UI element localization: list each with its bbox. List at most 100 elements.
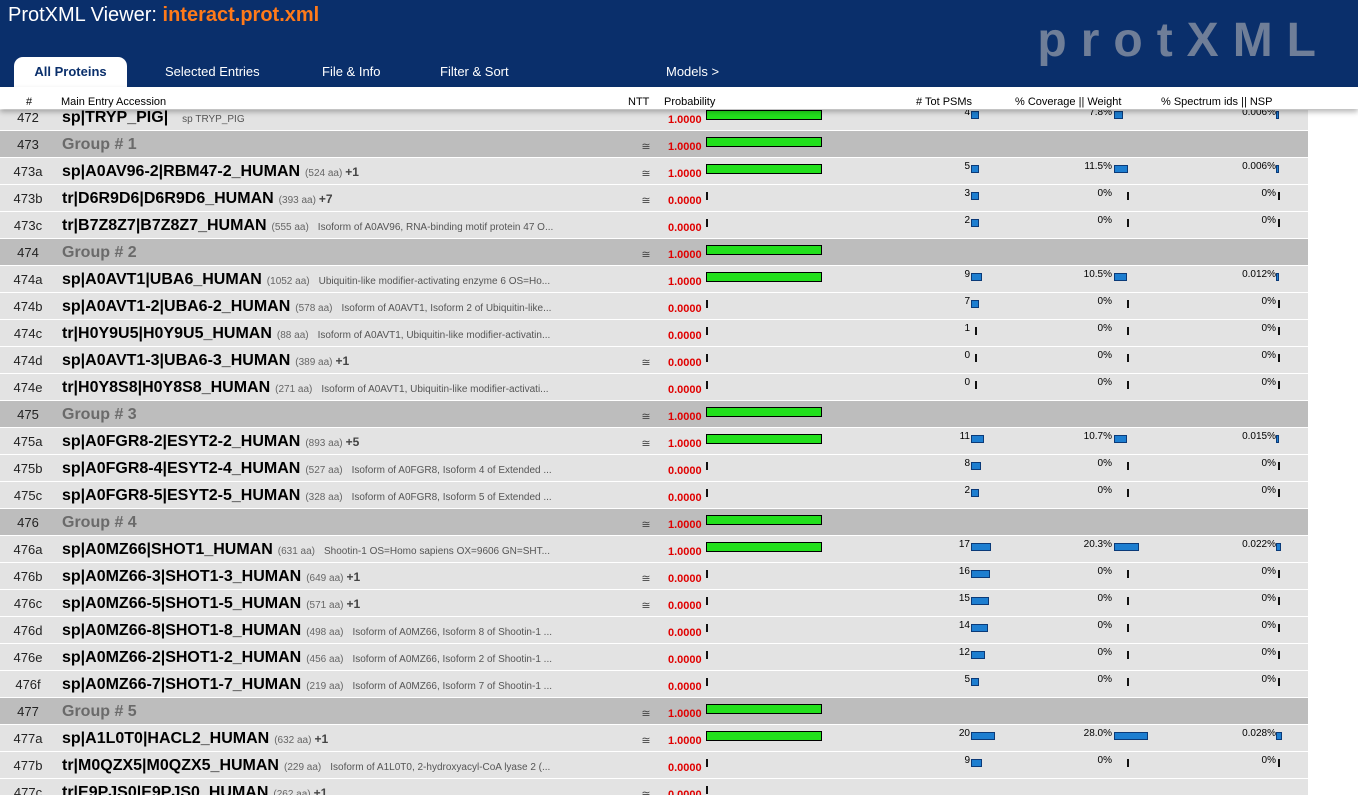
tab-filter-sort[interactable]: Filter & Sort	[440, 64, 509, 79]
protein-row[interactable]: 477c tr|E9PJS0|E9PJS0_HUMAN (262 aa) +1 ≅ …	[0, 778, 1308, 795]
group-row[interactable]: 475 Group # 3 ≅ 1.0000	[0, 400, 1308, 427]
protein-accession-link[interactable]: sp|A0AVT1|UBA6_HUMAN	[62, 271, 262, 288]
col-probability[interactable]: Probability	[664, 96, 716, 108]
spectrum-bar	[1278, 651, 1280, 659]
row-number: 475	[17, 407, 39, 422]
protein-accession-link[interactable]: sp|A0MZ66-8|SHOT1-8_HUMAN	[62, 622, 302, 639]
protein-row[interactable]: 476c sp|A0MZ66-5|SHOT1-5_HUMAN (571 aa) +1…	[0, 589, 1308, 616]
indistinguishable-count[interactable]: +5	[345, 435, 360, 449]
group-row[interactable]: 476 Group # 4 ≅ 1.0000	[0, 508, 1308, 535]
protein-accession-link[interactable]: tr|H0Y8S8|H0Y8S8_HUMAN	[62, 379, 271, 396]
protein-length: (271 aa)	[275, 384, 313, 395]
spectrum-ids-value: 0.006%	[1242, 161, 1276, 172]
tab-file-info[interactable]: File & Info	[322, 64, 381, 79]
protein-accession-link[interactable]: tr|H0Y9U5|H0Y9U5_HUMAN	[62, 325, 272, 342]
psm-bar	[971, 165, 979, 173]
indistinguishable-count[interactable]: +1	[314, 732, 329, 746]
protein-accession-link[interactable]: sp|A0MZ66|SHOT1_HUMAN	[62, 541, 273, 558]
col-accession[interactable]: Main Entry Accession	[61, 96, 167, 108]
protein-accession-link[interactable]: sp|A1L0T0|HACL2_HUMAN	[62, 730, 270, 747]
row-number: 476e	[13, 650, 43, 665]
protein-row[interactable]: 474e tr|H0Y8S8|H0Y8S8_HUMAN (271 aa) Isofo…	[0, 373, 1308, 400]
protein-accession-link[interactable]: sp|A0FGR8-5|ESYT2-5_HUMAN	[62, 487, 301, 504]
protein-row[interactable]: 473a sp|A0AV96-2|RBM47-2_HUMAN (524 aa) +1…	[0, 157, 1308, 184]
indistinguishable-count[interactable]: +1	[335, 354, 350, 368]
tot-psms-value: 1	[964, 323, 970, 334]
spectrum-ids-value: 0%	[1261, 674, 1276, 685]
indistinguishable-count[interactable]: +1	[346, 597, 361, 611]
probability-bar	[706, 515, 822, 525]
protein-length: (389 aa)	[295, 357, 333, 368]
col-tot-psms[interactable]: # Tot PSMs	[916, 96, 973, 108]
protein-row[interactable]: 474a sp|A0AVT1|UBA6_HUMAN (1052 aa) Ubiqui…	[0, 265, 1308, 292]
indistinguishable-count[interactable]: +1	[313, 786, 328, 795]
protein-row[interactable]: 476e sp|A0MZ66-2|SHOT1-2_HUMAN (456 aa) Is…	[0, 643, 1308, 670]
protein-accession-link[interactable]: sp|A0AV96-2|RBM47-2_HUMAN	[62, 163, 301, 180]
protein-row[interactable]: 473c tr|B7Z8Z7|B7Z8Z7_HUMAN (555 aa) Isofo…	[0, 211, 1308, 238]
tot-psms-value: 9	[964, 755, 970, 766]
tot-psms-value: 17	[958, 539, 970, 550]
col-coverage[interactable]: % Coverage || Weight	[1015, 96, 1122, 108]
protein-accession-link[interactable]: sp|TRYP_PIG|	[62, 110, 169, 126]
tab-models[interactable]: Models >	[666, 64, 720, 79]
probability-bar	[706, 137, 822, 147]
ntt-indicator: ≅	[641, 249, 651, 261]
tot-psms-value: 3	[964, 188, 970, 199]
row-number: 473	[17, 137, 39, 152]
row-number: 473a	[13, 164, 43, 179]
col-ntt[interactable]: NTT	[628, 96, 650, 108]
protein-accession-link[interactable]: sp|A0MZ66-7|SHOT1-7_HUMAN	[62, 676, 302, 693]
protein-accession-link[interactable]: tr|E9PJS0|E9PJS0_HUMAN	[62, 784, 269, 795]
protein-accession-link[interactable]: tr|B7Z8Z7|B7Z8Z7_HUMAN	[62, 217, 267, 234]
protein-accession-link[interactable]: sp|A0AVT1-2|UBA6-2_HUMAN	[62, 298, 291, 315]
tot-psms-value: 5	[964, 674, 970, 685]
protein-accession-link[interactable]: sp|A0AVT1-3|UBA6-3_HUMAN	[62, 352, 291, 369]
spectrum-ids-value: 0.028%	[1242, 728, 1276, 739]
col-spectrum-ids[interactable]: % Spectrum ids || NSP	[1161, 96, 1273, 108]
protein-row[interactable]: 475a sp|A0FGR8-2|ESYT2-2_HUMAN (893 aa) +5…	[0, 427, 1308, 454]
protein-row[interactable]: 472 sp|TRYP_PIG| sp TRYP_PIG 1.0000 4 7.8…	[0, 110, 1308, 130]
protein-row[interactable]: 477b tr|M0QZX5|M0QZX5_HUMAN (229 aa) Isofo…	[0, 751, 1308, 778]
protein-row[interactable]: 473b tr|D6R9D6|D6R9D6_HUMAN (393 aa) +7 ≅ …	[0, 184, 1308, 211]
protein-row[interactable]: 475c sp|A0FGR8-5|ESYT2-5_HUMAN (328 aa) Is…	[0, 481, 1308, 508]
tot-psms-value: 8	[964, 458, 970, 469]
spectrum-bar	[1278, 759, 1280, 767]
protein-accession-link[interactable]: sp|A0MZ66-3|SHOT1-3_HUMAN	[62, 568, 302, 585]
psm-bar	[971, 624, 988, 632]
protein-row[interactable]: 474b sp|A0AVT1-2|UBA6-2_HUMAN (578 aa) Iso…	[0, 292, 1308, 319]
psm-bar	[971, 219, 979, 227]
protein-row[interactable]: 474d sp|A0AVT1-3|UBA6-3_HUMAN (389 aa) +1 …	[0, 346, 1308, 373]
protein-accession-link[interactable]: sp|A0FGR8-4|ESYT2-4_HUMAN	[62, 460, 301, 477]
tab-selected-entries[interactable]: Selected Entries	[165, 64, 260, 79]
indistinguishable-count[interactable]: +7	[318, 192, 333, 206]
group-row[interactable]: 474 Group # 2 ≅ 1.0000	[0, 238, 1308, 265]
coverage-bar	[1127, 759, 1129, 767]
probability-value: 0.0000	[668, 573, 702, 585]
protein-row[interactable]: 476d sp|A0MZ66-8|SHOT1-8_HUMAN (498 aa) Is…	[0, 616, 1308, 643]
indistinguishable-count[interactable]: +1	[345, 165, 359, 179]
probability-value: 0.0000	[668, 654, 702, 666]
protein-row[interactable]: 475b sp|A0FGR8-4|ESYT2-4_HUMAN (527 aa) Is…	[0, 454, 1308, 481]
protein-description: Isoform of A0AVT1, Ubiquitin-like modifi…	[321, 384, 549, 395]
protein-row[interactable]: 476a sp|A0MZ66|SHOT1_HUMAN (631 aa) Shooti…	[0, 535, 1308, 562]
probability-value: 1.0000	[668, 411, 702, 423]
coverage-value: 0%	[1097, 458, 1112, 469]
protein-row[interactable]: 476b sp|A0MZ66-3|SHOT1-3_HUMAN (649 aa) +1…	[0, 562, 1308, 589]
protein-accession-link[interactable]: tr|D6R9D6|D6R9D6_HUMAN	[62, 190, 274, 207]
tab-all-proteins[interactable]: All Proteins	[14, 57, 127, 87]
probability-bar	[706, 597, 708, 605]
protein-accession-link[interactable]: sp|A0MZ66-5|SHOT1-5_HUMAN	[62, 595, 302, 612]
col-num[interactable]: #	[26, 96, 33, 108]
protein-accession-link[interactable]: tr|M0QZX5|M0QZX5_HUMAN	[62, 757, 279, 774]
protein-row[interactable]: 477a sp|A1L0T0|HACL2_HUMAN (632 aa) +1 ≅ 1…	[0, 724, 1308, 751]
protein-row[interactable]: 474c tr|H0Y9U5|H0Y9U5_HUMAN (88 aa) Isofor…	[0, 319, 1308, 346]
group-row[interactable]: 477 Group # 5 ≅ 1.0000	[0, 697, 1308, 724]
indistinguishable-count[interactable]: +1	[346, 570, 361, 584]
tot-psms-value: 0	[964, 350, 970, 361]
protein-description: Isoform of A0MZ66, Isoform 7 of Shootin-…	[352, 681, 552, 692]
protein-accession-link[interactable]: sp|A0FGR8-2|ESYT2-2_HUMAN	[62, 433, 301, 450]
row-number: 472	[17, 110, 39, 125]
protein-accession-link[interactable]: sp|A0MZ66-2|SHOT1-2_HUMAN	[62, 649, 302, 666]
protein-row[interactable]: 476f sp|A0MZ66-7|SHOT1-7_HUMAN (219 aa) Is…	[0, 670, 1308, 697]
group-row[interactable]: 473 Group # 1 ≅ 1.0000	[0, 130, 1308, 157]
